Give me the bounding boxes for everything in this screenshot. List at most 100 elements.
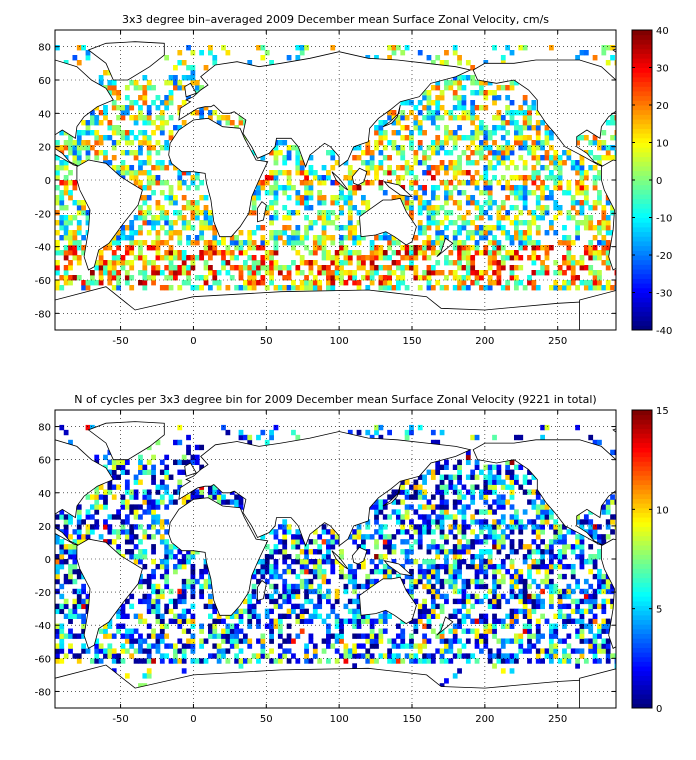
heatmap-cell bbox=[592, 270, 598, 276]
heatmap-cell bbox=[190, 180, 196, 186]
heatmap-cell bbox=[103, 489, 108, 495]
heatmap-cell bbox=[430, 608, 436, 615]
heatmap-cell bbox=[321, 250, 327, 256]
heatmap-cell bbox=[81, 598, 86, 605]
heatmap-cell bbox=[527, 608, 532, 615]
heatmap-cell bbox=[509, 563, 515, 570]
heatmap-cell bbox=[409, 170, 414, 176]
heatmap-cell bbox=[575, 519, 580, 525]
heatmap-cell bbox=[391, 45, 397, 51]
heatmap-cell bbox=[208, 240, 213, 246]
heatmap-cell bbox=[479, 568, 484, 575]
heatmap-cell bbox=[422, 598, 427, 605]
heatmap-cell bbox=[531, 593, 537, 600]
heatmap-cell bbox=[474, 563, 480, 570]
heatmap-cell bbox=[326, 643, 331, 649]
heatmap-cell bbox=[308, 633, 314, 639]
heatmap-cell bbox=[518, 280, 524, 286]
heatmap-cell bbox=[159, 165, 165, 171]
heatmap-cell bbox=[129, 230, 135, 236]
heatmap-cell bbox=[452, 524, 458, 530]
heatmap-cell bbox=[181, 220, 187, 226]
heatmap-cell bbox=[286, 180, 292, 186]
heatmap-cell bbox=[509, 50, 515, 56]
heatmap-cell bbox=[282, 583, 288, 590]
heatmap-cell bbox=[229, 499, 235, 505]
heatmap-cell bbox=[256, 568, 261, 575]
heatmap-cell bbox=[304, 608, 309, 615]
heatmap-cell bbox=[330, 150, 336, 156]
heatmap-cell bbox=[435, 280, 441, 286]
heatmap-cell bbox=[500, 55, 506, 61]
heatmap-cell bbox=[509, 120, 515, 126]
heatmap-cell bbox=[120, 603, 126, 610]
heatmap-cell bbox=[361, 544, 366, 550]
heatmap-cell bbox=[212, 245, 218, 251]
heatmap-cell bbox=[164, 140, 170, 146]
heatmap-cell bbox=[269, 529, 274, 535]
heatmap-cell bbox=[326, 255, 331, 261]
heatmap-cell bbox=[479, 638, 484, 644]
heatmap-cell bbox=[417, 225, 423, 231]
heatmap-cell bbox=[352, 618, 358, 624]
heatmap-cell bbox=[142, 509, 148, 515]
heatmap-cell bbox=[548, 135, 554, 141]
heatmap-cell bbox=[347, 195, 353, 201]
heatmap-cell bbox=[518, 484, 524, 490]
heatmap-cell bbox=[142, 529, 148, 535]
heatmap-cell bbox=[365, 145, 371, 151]
heatmap-cell bbox=[107, 135, 113, 141]
heatmap-cell bbox=[59, 539, 65, 545]
heatmap-cell bbox=[181, 120, 187, 126]
heatmap-cell bbox=[208, 210, 213, 216]
heatmap-cell bbox=[321, 225, 327, 231]
heatmap-cell bbox=[579, 175, 585, 181]
heatmap-cell bbox=[409, 215, 414, 221]
heatmap-cell bbox=[505, 45, 511, 51]
heatmap-cell bbox=[330, 643, 336, 649]
heatmap-cell bbox=[487, 554, 493, 560]
heatmap-cell bbox=[356, 643, 362, 649]
heatmap-cell bbox=[439, 583, 445, 590]
heatmap-cell bbox=[391, 240, 397, 246]
heatmap-cell bbox=[304, 643, 309, 649]
heatmap-cell bbox=[326, 235, 331, 241]
heatmap-cell bbox=[312, 175, 318, 181]
heatmap-cell bbox=[492, 563, 497, 570]
heatmap-cell bbox=[116, 285, 121, 291]
heatmap-cell bbox=[225, 120, 231, 126]
heatmap-cell bbox=[548, 643, 554, 649]
heatmap-cell bbox=[146, 658, 152, 664]
heatmap-cell bbox=[465, 275, 471, 281]
heatmap-cell bbox=[518, 608, 524, 615]
heatmap-cell bbox=[98, 658, 104, 664]
heatmap-cell bbox=[400, 115, 406, 121]
heatmap-cell bbox=[155, 215, 161, 221]
heatmap-cell bbox=[133, 504, 139, 510]
heatmap-cell bbox=[155, 205, 161, 211]
heatmap-cell bbox=[238, 663, 244, 669]
heatmap-cell bbox=[260, 265, 266, 271]
heatmap-cell bbox=[448, 529, 454, 535]
heatmap-cell bbox=[68, 578, 73, 585]
heatmap-cell bbox=[426, 529, 432, 535]
heatmap-cell bbox=[474, 145, 480, 151]
heatmap-cell bbox=[334, 250, 340, 256]
heatmap-cell bbox=[540, 424, 545, 431]
heatmap-cell bbox=[116, 653, 121, 659]
heatmap-cell bbox=[107, 80, 113, 86]
heatmap-cell bbox=[531, 598, 537, 605]
heatmap-cell bbox=[173, 200, 178, 206]
heatmap-cell bbox=[199, 255, 205, 261]
heatmap-cell bbox=[426, 210, 432, 216]
heatmap-cell bbox=[605, 628, 611, 634]
heatmap-cell bbox=[400, 100, 406, 106]
heatmap-cell bbox=[72, 140, 78, 146]
heatmap-cell bbox=[273, 603, 279, 610]
heatmap-cell bbox=[470, 135, 476, 141]
heatmap-cell bbox=[120, 135, 126, 141]
heatmap-cell bbox=[605, 623, 611, 629]
heatmap-cell bbox=[229, 628, 235, 634]
heatmap-cell bbox=[107, 265, 113, 271]
heatmap-cell bbox=[286, 155, 292, 161]
